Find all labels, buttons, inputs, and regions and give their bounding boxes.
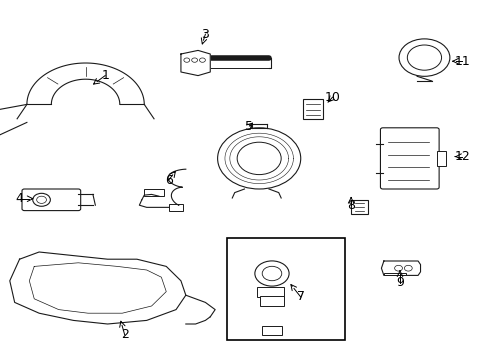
Bar: [227, 238, 344, 340]
FancyBboxPatch shape: [257, 287, 284, 297]
FancyBboxPatch shape: [144, 189, 163, 196]
Text: 7: 7: [296, 291, 304, 303]
Text: 10: 10: [324, 91, 340, 104]
Text: 6: 6: [164, 174, 172, 186]
Text: 9: 9: [395, 276, 403, 289]
Circle shape: [254, 261, 288, 286]
Polygon shape: [381, 261, 420, 275]
Text: 3: 3: [201, 28, 209, 41]
Circle shape: [404, 265, 411, 271]
FancyBboxPatch shape: [303, 99, 322, 119]
Circle shape: [237, 142, 281, 175]
Circle shape: [37, 196, 46, 203]
Text: 5: 5: [245, 120, 253, 132]
Circle shape: [217, 128, 300, 189]
FancyBboxPatch shape: [262, 326, 281, 335]
Text: 4: 4: [16, 192, 23, 205]
Circle shape: [262, 266, 281, 281]
Text: 2: 2: [121, 328, 128, 341]
FancyBboxPatch shape: [350, 200, 367, 214]
Text: 1: 1: [101, 69, 109, 82]
Circle shape: [394, 265, 402, 271]
Text: 8: 8: [346, 199, 354, 212]
FancyBboxPatch shape: [259, 296, 284, 306]
Text: 12: 12: [453, 150, 469, 163]
FancyBboxPatch shape: [383, 273, 405, 275]
Polygon shape: [181, 50, 210, 76]
Circle shape: [398, 39, 449, 76]
Circle shape: [407, 45, 441, 70]
FancyBboxPatch shape: [380, 128, 438, 189]
Text: 11: 11: [453, 55, 469, 68]
FancyBboxPatch shape: [168, 204, 183, 211]
FancyBboxPatch shape: [436, 151, 446, 166]
Circle shape: [33, 193, 50, 206]
FancyBboxPatch shape: [22, 189, 81, 211]
